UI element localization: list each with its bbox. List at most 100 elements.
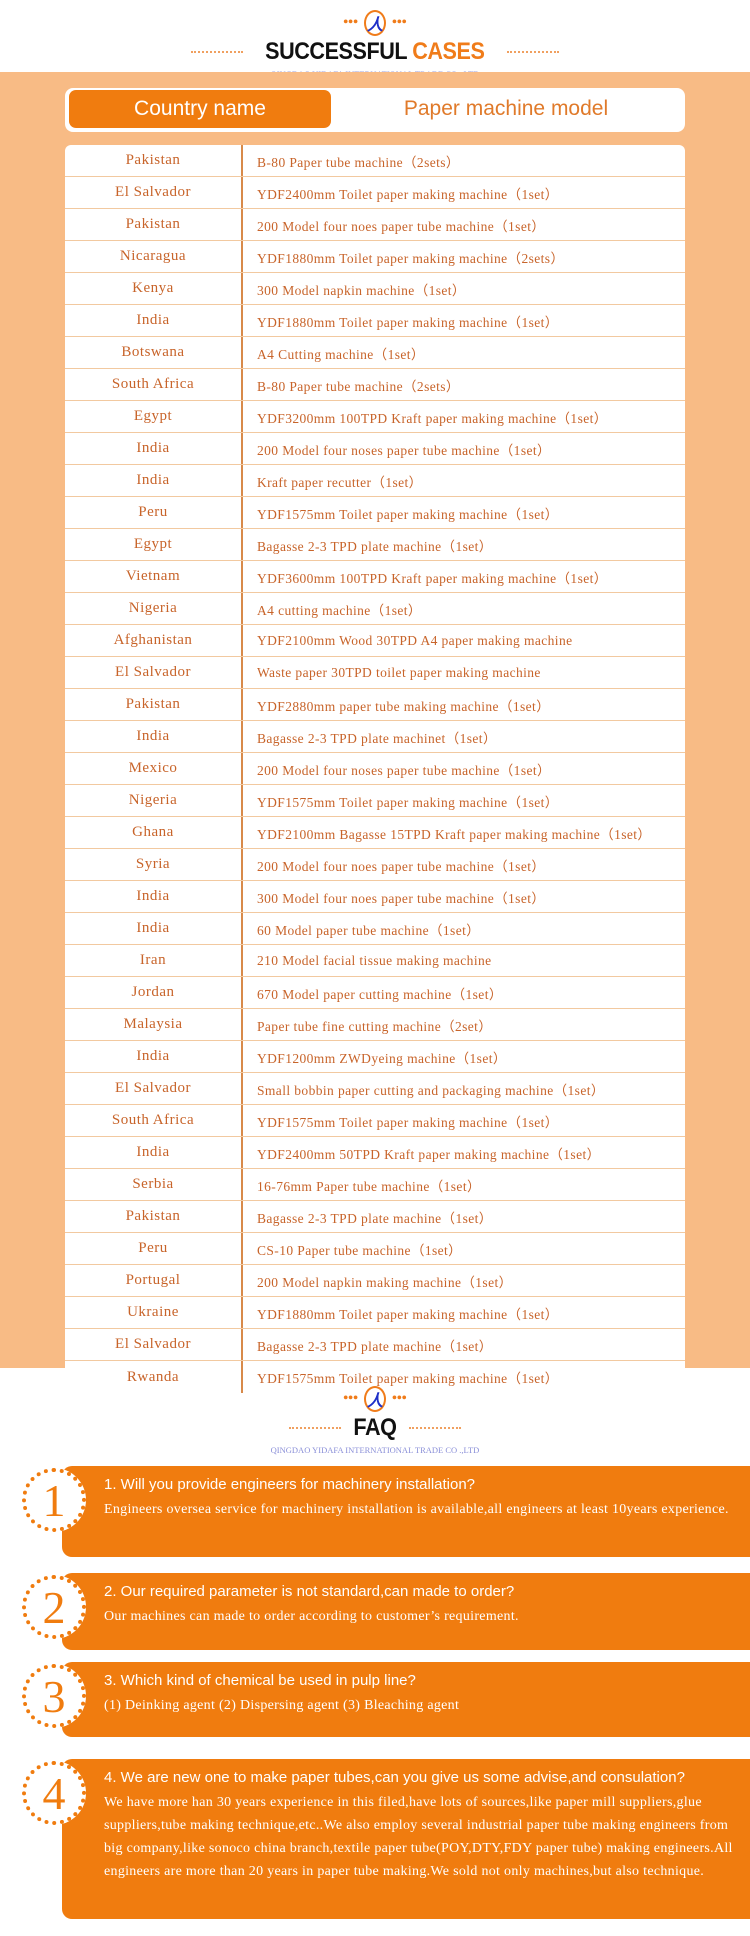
- country-cell: El Salvador: [65, 177, 243, 208]
- country-cell: South Africa: [65, 369, 243, 400]
- country-cell: El Salvador: [65, 1073, 243, 1104]
- country-cell: Jordan: [65, 977, 243, 1008]
- country-cell: Portugal: [65, 1265, 243, 1296]
- section-title: SUCCESSFUL CASES: [265, 38, 485, 66]
- country-cell: Nicaragua: [65, 241, 243, 272]
- table-row: Nigeria YDF1575mm Toilet paper making mac…: [65, 785, 685, 817]
- faq-item: 2. Our required parameter is not standar…: [62, 1573, 750, 1650]
- title-dark: SUCCESSFUL: [265, 38, 407, 65]
- column-header-model: Paper machine model: [403, 97, 609, 120]
- model-cell: 200 Model napkin making machine（1set）: [257, 1274, 513, 1290]
- country-cell: Peru: [65, 1233, 243, 1264]
- model-cell: 300 Model four noes paper tube machine（1…: [257, 890, 546, 906]
- logo-icon: 人: [364, 1386, 386, 1412]
- cases-table: Pakistan B-80 Paper tube machine（2sets） El…: [65, 145, 685, 1393]
- table-row: Pakistan Bagasse 2-3 TPD plate machine（1s…: [65, 1201, 685, 1233]
- faq-title: FAQ: [353, 1414, 397, 1441]
- country-cell: Syria: [65, 849, 243, 880]
- table-row: Pakistan YDF2880mm paper tube making mach…: [65, 689, 685, 721]
- model-cell: Paper tube fine cutting machine（2set）: [257, 1018, 493, 1034]
- table-row: India Bagasse 2-3 TPD plate machinet（1set…: [65, 721, 685, 753]
- model-cell: YDF2880mm paper tube making machine（1set…: [257, 698, 551, 714]
- table-row: Nicaragua YDF1880mm Toilet paper making m…: [65, 241, 685, 273]
- model-cell: YDF1880mm Toilet paper making machine（1s…: [257, 1306, 559, 1322]
- table-row: Pakistan 200 Model four noes paper tube m…: [65, 209, 685, 241]
- model-cell: YDF2400mm 50TPD Kraft paper making machi…: [257, 1146, 601, 1162]
- model-cell: YDF1200mm ZWDyeing machine（1set）: [257, 1050, 507, 1066]
- model-cell: YDF2100mm Wood 30TPD A4 paper making mac…: [257, 632, 573, 648]
- country-cell: Botswana: [65, 337, 243, 368]
- table-row: Jordan 670 Model paper cutting machine（1s…: [65, 977, 685, 1009]
- faq-answer: Our machines can made to order according…: [104, 1609, 519, 1624]
- model-cell: 670 Model paper cutting machine（1set）: [257, 986, 503, 1002]
- model-cell: YDF1880mm Toilet paper making machine（2s…: [257, 250, 565, 266]
- table-row: El Salvador Bagasse 2-3 TPD plate machine…: [65, 1329, 685, 1361]
- country-cell: India: [65, 721, 243, 752]
- model-cell: 60 Model paper tube machine（1set）: [257, 922, 481, 938]
- cases-header: •••人••• SUCCESSFUL CASES QINGDAO YIDAFA …: [0, 10, 750, 79]
- logo-icon: 人: [364, 10, 386, 36]
- table-row: El Salvador YDF2400mm Toilet paper making…: [65, 177, 685, 209]
- model-cell: Bagasse 2-3 TPD plate machinet（1set）: [257, 730, 497, 746]
- table-row: India 60 Model paper tube machine（1set）: [65, 913, 685, 945]
- country-cell: Kenya: [65, 273, 243, 304]
- table-row: Ukraine YDF1880mm Toilet paper making mac…: [65, 1297, 685, 1329]
- country-cell: Ghana: [65, 817, 243, 848]
- country-cell: India: [65, 1137, 243, 1168]
- model-cell: YDF1575mm Toilet paper making machine（1s…: [257, 794, 559, 810]
- country-cell: India: [65, 433, 243, 464]
- table-row: Syria 200 Model four noes paper tube mach…: [65, 849, 685, 881]
- model-cell: 210 Model facial tissue making machine: [257, 952, 492, 968]
- table-row: Mexico 200 Model four noses paper tube ma…: [65, 753, 685, 785]
- model-cell: Small bobbin paper cutting and packaging…: [257, 1082, 605, 1098]
- model-cell: YDF2400mm Toilet paper making machine（1s…: [257, 186, 559, 202]
- faq-question: 1. Will you provide engineers for machin…: [104, 1476, 476, 1493]
- table-row: Egypt Bagasse 2-3 TPD plate machine（1set）: [65, 529, 685, 561]
- faq-number-badge: 3: [22, 1664, 86, 1728]
- country-cell: Ukraine: [65, 1297, 243, 1328]
- table-row: India YDF1880mm Toilet paper making machi…: [65, 305, 685, 337]
- faq-header: ••• 人 ••• FAQ QINGDAO YIDAFA INTERNATIONAL…: [0, 1386, 750, 1455]
- table-row: Peru CS-10 Paper tube machine（1set）: [65, 1233, 685, 1265]
- faq-question: 4. We are new one to make paper tubes,ca…: [104, 1769, 685, 1786]
- country-cell: Pakistan: [65, 689, 243, 720]
- country-cell: Mexico: [65, 753, 243, 784]
- faq-item: 3. Which kind of chemical be used in pul…: [62, 1662, 750, 1737]
- country-cell: Pakistan: [65, 145, 243, 176]
- faq-number-badge: 4: [22, 1761, 86, 1825]
- column-header-country: Country name: [69, 90, 331, 128]
- model-cell: 200 Model four noses paper tube machine（…: [257, 442, 551, 458]
- table-row: Peru YDF1575mm Toilet paper making machin…: [65, 497, 685, 529]
- model-cell: YDF1880mm Toilet paper making machine（1s…: [257, 314, 559, 330]
- faq-number-badge: 2: [22, 1575, 86, 1639]
- country-cell: India: [65, 881, 243, 912]
- faq-item: 4. We are new one to make paper tubes,ca…: [62, 1759, 750, 1919]
- model-cell: Kraft paper recutter（1set）: [257, 474, 423, 490]
- country-cell: Afghanistan: [65, 625, 243, 656]
- country-cell: Serbia: [65, 1169, 243, 1200]
- table-row: India 300 Model four noes paper tube mach…: [65, 881, 685, 913]
- faq-question: 3. Which kind of chemical be used in pul…: [104, 1672, 416, 1689]
- table-row: Ghana YDF2100mm Bagasse 15TPD Kraft paper…: [65, 817, 685, 849]
- model-cell: CS-10 Paper tube machine（1set）: [257, 1242, 463, 1258]
- country-cell: Iran: [65, 945, 243, 976]
- table-row: Iran 210 Model facial tissue making machi…: [65, 945, 685, 977]
- model-cell: 200 Model four noes paper tube machine（1…: [257, 858, 546, 874]
- table-row: Pakistan B-80 Paper tube machine（2sets）: [65, 145, 685, 177]
- table-row: India Kraft paper recutter（1set）: [65, 465, 685, 497]
- country-cell: India: [65, 1041, 243, 1072]
- model-cell: YDF1575mm Toilet paper making machine（1s…: [257, 1114, 559, 1130]
- table-row: El Salvador Small bobbin paper cutting an…: [65, 1073, 685, 1105]
- model-cell: 200 Model four noes paper tube machine（1…: [257, 218, 546, 234]
- country-cell: South Africa: [65, 1105, 243, 1136]
- faq-item: 1. Will you provide engineers for machin…: [62, 1466, 750, 1557]
- table-row: Vietnam YDF3600mm 100TPD Kraft paper maki…: [65, 561, 685, 593]
- model-cell: 300 Model napkin machine（1set）: [257, 282, 466, 298]
- country-cell: El Salvador: [65, 1329, 243, 1360]
- company-logo: ••• 人 •••: [0, 10, 750, 36]
- faq-answer: We have more han 30 years experience in …: [104, 1795, 733, 1879]
- country-cell: Nigeria: [65, 785, 243, 816]
- country-cell: Nigeria: [65, 593, 243, 624]
- model-cell: YDF3600mm 100TPD Kraft paper making mach…: [257, 570, 608, 586]
- table-row: India 200 Model four noses paper tube mac…: [65, 433, 685, 465]
